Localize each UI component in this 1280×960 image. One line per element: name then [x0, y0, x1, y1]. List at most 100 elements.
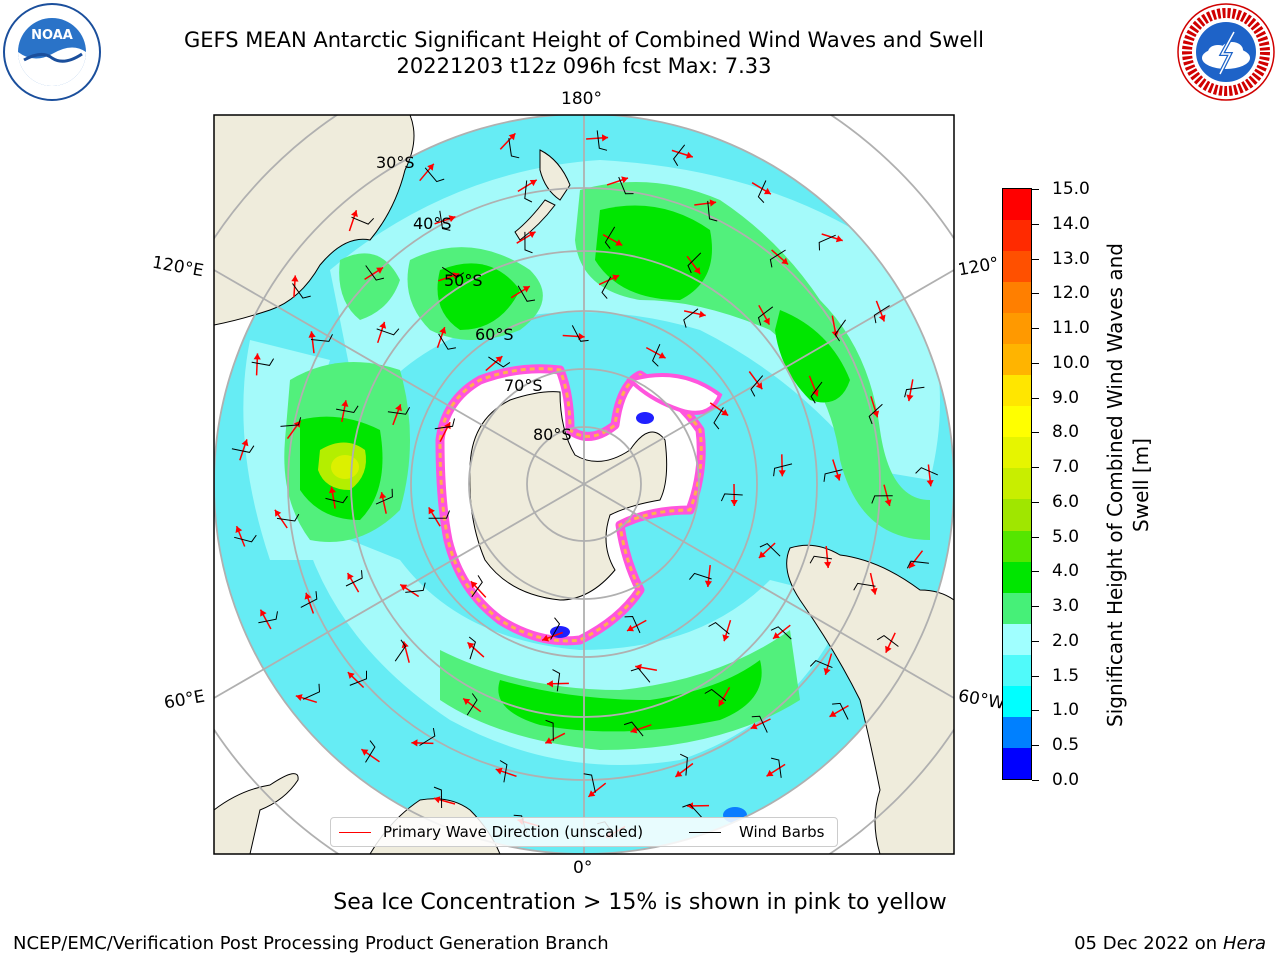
- svg-text:NOAA: NOAA: [31, 28, 73, 43]
- wave-direction-arrowhead: [686, 151, 693, 159]
- wind-barb: [868, 403, 883, 425]
- colorbar-tick-label: 14.0: [1052, 214, 1090, 234]
- noaa-logo-icon: NOAA: [2, 2, 102, 106]
- colorbar-segment: [1003, 685, 1031, 717]
- wind-barb: [428, 510, 450, 519]
- wind-barb: [552, 669, 561, 692]
- wind-barb: [434, 418, 455, 430]
- wind-barb: [757, 180, 767, 203]
- colorbar-tick: [1032, 537, 1039, 538]
- chart-title: GEFS MEAN Antarctic Significant Height o…: [183, 28, 985, 52]
- wind-barb: [488, 356, 511, 368]
- wave-direction-arrowhead: [470, 581, 478, 589]
- wind-barb: [818, 234, 836, 251]
- wind-barb: [601, 276, 612, 299]
- wind-barb: [832, 702, 849, 720]
- colorbar-segment: [1003, 530, 1031, 562]
- footer-credit: NCEP/EMC/Verification Post Processing Pr…: [13, 933, 609, 954]
- colorbar-tick-label: 4.0: [1052, 561, 1080, 581]
- wind-barb: [234, 534, 257, 543]
- lat-label-60s: 60°S: [475, 325, 514, 344]
- colorbar-segment: [1003, 406, 1031, 438]
- colorbar-tick: [1032, 432, 1039, 433]
- wind-barb: [687, 252, 702, 274]
- wave-direction-arrowhead: [546, 680, 553, 688]
- wind-barb: [231, 445, 255, 453]
- wind-barb: [720, 493, 743, 502]
- wave-direction-arrowhead: [376, 267, 384, 274]
- wave-direction-arrowhead: [834, 473, 842, 481]
- wind-barb: [583, 773, 596, 793]
- wind-barb: [571, 325, 589, 342]
- wave-direction-arrowhead: [781, 257, 789, 265]
- colorbar-segment: [1003, 654, 1031, 686]
- wind-barb: [300, 591, 318, 608]
- wave-direction-arrowhead: [411, 739, 418, 747]
- chart-subtitle: 20221203 t12z 096h fcst Max: 7.33: [396, 54, 772, 78]
- wave-direction-arrowhead: [612, 274, 620, 282]
- wave-direction-arrowhead: [721, 409, 729, 416]
- colorbar-tick: [1032, 502, 1039, 503]
- wind-barb: [770, 757, 782, 778]
- wave-direction-arrowhead: [823, 668, 831, 675]
- wave-direction-arrowhead: [722, 634, 730, 642]
- wave-direction-arrowhead: [347, 573, 354, 580]
- antarctica: [435, 364, 723, 646]
- lat-label-50s: 50°S: [444, 271, 483, 290]
- colorbar-tick: [1032, 293, 1039, 294]
- wave-direction-arrowhead: [763, 317, 770, 325]
- wave-direction-arrowhead: [508, 133, 516, 141]
- colorbar-tick: [1032, 398, 1039, 399]
- wind-barb: [468, 636, 476, 660]
- wave-direction-arrowhead: [291, 275, 299, 282]
- wind-barb: [596, 130, 608, 151]
- wind-barb: [679, 753, 688, 776]
- wave-direction-arrowhead: [601, 134, 609, 142]
- footer-host: Hera: [1222, 933, 1266, 954]
- australia: [214, 115, 415, 326]
- wind-barb: [823, 469, 843, 482]
- wave-direction-arrowhead: [704, 580, 712, 587]
- wind-barb: [508, 138, 520, 159]
- wind-barb: [258, 611, 278, 624]
- nws-logo-icon: [1176, 2, 1276, 106]
- colorbar-tick: [1032, 780, 1039, 781]
- wave-direction-arrowhead: [400, 584, 408, 591]
- wave-direction-arrowhead: [878, 314, 886, 322]
- wind-barb: [466, 693, 478, 716]
- colorbar-tick-label: 11.0: [1052, 318, 1090, 338]
- colorbar-segment: [1003, 499, 1031, 531]
- wave-direction-arrowhead: [253, 353, 261, 360]
- colorbar-segment: [1003, 623, 1031, 655]
- legend-wave-line-icon: [339, 832, 371, 833]
- colorbar-tick: [1032, 259, 1039, 260]
- wave-direction-arrowhead: [235, 526, 243, 533]
- wind-barb: [906, 560, 929, 569]
- colorbar-segment: [1003, 220, 1031, 252]
- colorbar-tick-label: 0.5: [1052, 735, 1080, 755]
- wind-barb: [349, 670, 367, 686]
- wave-direction-arrowhead: [522, 286, 530, 293]
- wave-direction-arrowhead: [427, 163, 434, 171]
- wave-direction-arrowhead: [730, 500, 738, 506]
- lon-label-180: 180°: [561, 89, 602, 109]
- lat-label-30s: 30°S: [376, 153, 415, 172]
- wave-direction-arrowhead: [347, 672, 355, 679]
- wave-direction-arrowhead: [463, 698, 471, 705]
- colorbar-segment: [1003, 344, 1031, 376]
- wave-direction-arrowhead: [433, 796, 441, 804]
- wave-direction-arrowhead: [444, 422, 451, 430]
- wave-direction-arrowhead: [758, 551, 766, 558]
- wind-barb: [915, 467, 938, 476]
- wave-direction-arrowhead: [578, 332, 585, 341]
- wind-barb: [376, 328, 400, 336]
- wave-direction-arrowhead: [588, 790, 596, 797]
- footer-date: 05 Dec 2022 on Hera: [1074, 933, 1266, 954]
- wind-barb: [708, 621, 730, 635]
- legend-wave-label: Primary Wave Direction (unscaled): [383, 823, 644, 841]
- wind-barb: [689, 572, 712, 580]
- wind-barb: [365, 740, 376, 763]
- wind-barb: [524, 231, 533, 254]
- wave-direction-arrowhead: [615, 239, 623, 246]
- south-america: [786, 544, 954, 854]
